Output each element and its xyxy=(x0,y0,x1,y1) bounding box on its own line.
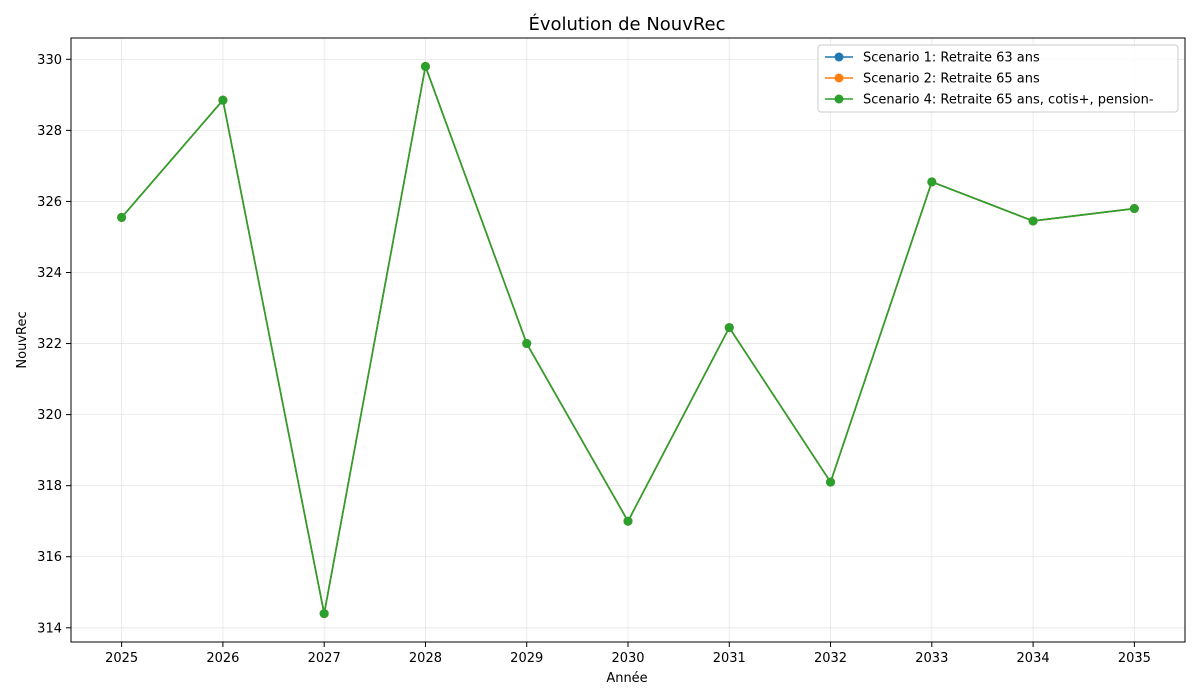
series-3-point xyxy=(117,212,127,222)
legend-entry-2: Scenario 2: Retraite 65 ans xyxy=(825,72,1040,87)
legend-label: Scenario 1: Retraite 63 ans xyxy=(863,51,1040,66)
legend-marker-swatch xyxy=(834,94,844,104)
series-3 xyxy=(117,61,1139,619)
grid xyxy=(71,38,1185,642)
series-3-point xyxy=(522,339,532,349)
series-3-point xyxy=(218,95,228,105)
series-3-point xyxy=(1129,204,1139,214)
y-tick-label: 316 xyxy=(37,550,62,565)
series-3-point xyxy=(319,609,329,619)
x-tick-label: 2031 xyxy=(713,651,746,666)
series-3-point xyxy=(826,477,836,487)
x-axis-ticks: 2025 2026 2027 2028 2029 2030 2031 2032 2033 2034… xyxy=(105,642,1151,666)
series-lines xyxy=(117,61,1139,619)
x-tick-label: 2029 xyxy=(510,651,543,666)
x-tick-label: 2027 xyxy=(308,651,341,666)
legend: Scenario 1: Retraite 63 ans Scenario 2: R… xyxy=(817,44,1179,113)
y-tick-label: 328 xyxy=(37,124,62,139)
x-tick-label: 2032 xyxy=(814,651,847,666)
x-axis-label: Année xyxy=(606,671,647,686)
y-tick-label: 320 xyxy=(37,408,62,423)
series-3-point xyxy=(927,177,937,187)
series-3-point xyxy=(724,323,734,333)
y-axis-label: NouvRec xyxy=(15,311,30,368)
legend-box xyxy=(817,44,1179,113)
y-tick-label: 326 xyxy=(37,195,62,210)
legend-label: Scenario 4: Retraite 65 ans, cotis+, pen… xyxy=(863,93,1154,108)
y-tick-label: 324 xyxy=(37,266,62,281)
y-axis-ticks: 314 316 318 320 322 324 326 328 330 xyxy=(37,53,71,636)
legend-label: Scenario 2: Retraite 65 ans xyxy=(863,72,1040,87)
series-3-point xyxy=(420,61,430,71)
y-tick-label: 318 xyxy=(37,479,62,494)
x-tick-label: 2034 xyxy=(1017,651,1050,666)
legend-entry-1: Scenario 1: Retraite 63 ans xyxy=(825,51,1040,66)
y-tick-label: 314 xyxy=(37,621,62,636)
x-tick-label: 2026 xyxy=(206,651,239,666)
x-tick-label: 2025 xyxy=(105,651,138,666)
legend-entry-3: Scenario 4: Retraite 65 ans, cotis+, pen… xyxy=(825,93,1154,108)
y-tick-label: 322 xyxy=(37,337,62,352)
legend-marker-swatch xyxy=(834,73,844,83)
series-3-point xyxy=(1028,216,1038,226)
series-3-point xyxy=(623,516,633,526)
x-tick-label: 2030 xyxy=(611,651,644,666)
chart-title: Évolution de NouvRec xyxy=(528,13,725,35)
legend-marker-swatch xyxy=(834,52,844,62)
y-tick-label: 330 xyxy=(37,53,62,68)
x-tick-label: 2033 xyxy=(915,651,948,666)
x-tick-label: 2028 xyxy=(409,651,442,666)
x-tick-label: 2035 xyxy=(1118,651,1151,666)
